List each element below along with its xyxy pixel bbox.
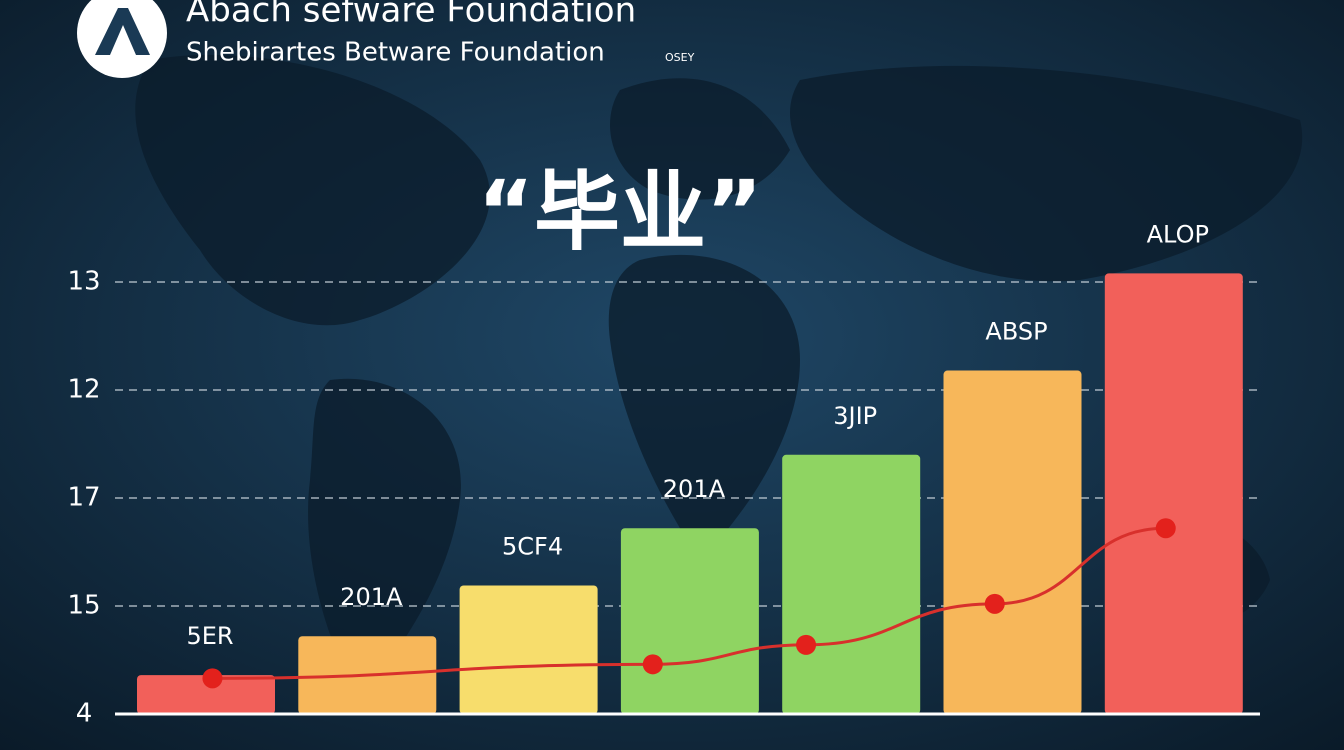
bar: [1104, 273, 1243, 714]
bar: [620, 528, 759, 714]
trend-point: [796, 634, 817, 655]
logo-glyph: [95, 8, 150, 55]
trend-point: [1155, 518, 1176, 539]
org-name: Abach sefware Foundation: [186, 0, 636, 31]
badge: OSEY: [665, 51, 695, 64]
trend-point: [642, 654, 663, 675]
bar: [459, 585, 598, 714]
bar-label: ALOP: [1147, 220, 1209, 248]
bar: [782, 454, 921, 714]
y-tick-label: 12: [67, 375, 100, 405]
trend-point: [202, 668, 223, 689]
y-tick-label: 4: [76, 699, 93, 729]
y-tick-label: 13: [67, 267, 100, 297]
bar: [943, 370, 1082, 714]
bar-label: 201A: [340, 583, 403, 611]
y-tick-label: 17: [67, 483, 100, 513]
bar-label: 201A: [663, 475, 726, 503]
bar-label: 5ER: [186, 622, 233, 650]
y-tick-label: 15: [67, 591, 100, 621]
trend-point: [984, 593, 1005, 614]
trend-line: [212, 526, 1166, 680]
chart-title: “毕业”: [477, 162, 762, 262]
bar-label: 3JIP: [833, 402, 877, 430]
bar-label: 5CF4: [502, 532, 563, 560]
logo: [77, 0, 167, 78]
bar: [137, 675, 275, 714]
bar-label: ABSP: [985, 318, 1047, 346]
org-subtitle: Shebirartes Betware Foundation: [186, 38, 605, 68]
